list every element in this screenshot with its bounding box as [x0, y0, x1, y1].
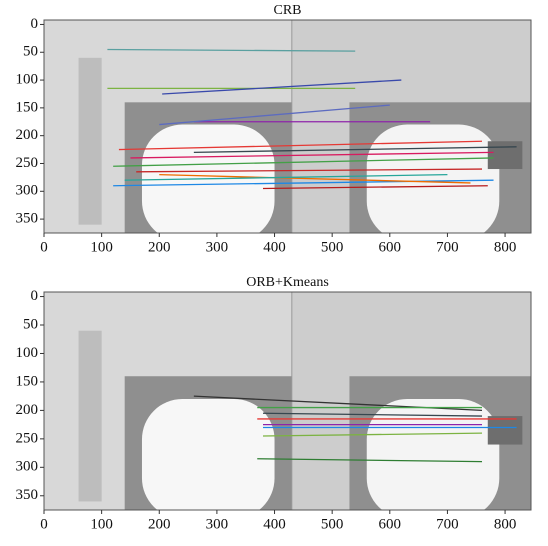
x-tick-label: 500: [321, 516, 344, 532]
y-tick-label: 100: [16, 72, 39, 88]
image-region: [142, 125, 275, 242]
y-tick-label: 150: [16, 99, 39, 115]
image-region: [142, 399, 275, 519]
y-tick-label: 0: [31, 16, 39, 32]
image-region: [488, 141, 523, 169]
image-region: [79, 58, 102, 225]
x-tick-label: 200: [148, 516, 171, 532]
x-tick-label: 300: [206, 516, 229, 532]
y-tick-label: 350: [16, 211, 39, 227]
y-tick-label: 250: [16, 155, 39, 171]
x-tick-label: 0: [40, 239, 48, 255]
image-region: [79, 331, 102, 502]
x-tick-label: 400: [263, 516, 286, 532]
y-tick-label: 100: [16, 345, 39, 361]
x-tick-label: 100: [90, 516, 113, 532]
image-region: [367, 399, 500, 519]
y-tick-label: 300: [16, 459, 39, 475]
x-tick-label: 100: [90, 239, 113, 255]
y-tick-label: 0: [31, 288, 39, 304]
y-tick-label: 300: [16, 183, 39, 199]
y-tick-label: 200: [16, 127, 39, 143]
x-tick-label: 700: [436, 239, 459, 255]
chart-title: ORB+Kmeans: [246, 275, 329, 290]
y-tick-label: 50: [23, 44, 38, 60]
y-tick-label: 150: [16, 373, 39, 389]
x-tick-label: 800: [494, 516, 517, 532]
x-tick-label: 200: [148, 239, 171, 255]
y-tick-label: 50: [23, 316, 38, 332]
x-tick-label: 600: [379, 516, 402, 532]
y-tick-label: 350: [16, 487, 39, 503]
x-tick-label: 800: [494, 239, 517, 255]
x-tick-label: 0: [40, 516, 48, 532]
x-tick-label: 400: [263, 239, 286, 255]
y-tick-label: 250: [16, 430, 39, 446]
figure: 0100200300400500600700800050100150200250…: [0, 0, 548, 541]
x-tick-label: 300: [206, 239, 229, 255]
chart-title: CRB: [273, 3, 301, 18]
y-tick-label: 200: [16, 402, 39, 418]
image-region: [488, 416, 523, 444]
x-tick-label: 500: [321, 239, 344, 255]
x-tick-label: 700: [436, 516, 459, 532]
x-tick-label: 600: [379, 239, 402, 255]
